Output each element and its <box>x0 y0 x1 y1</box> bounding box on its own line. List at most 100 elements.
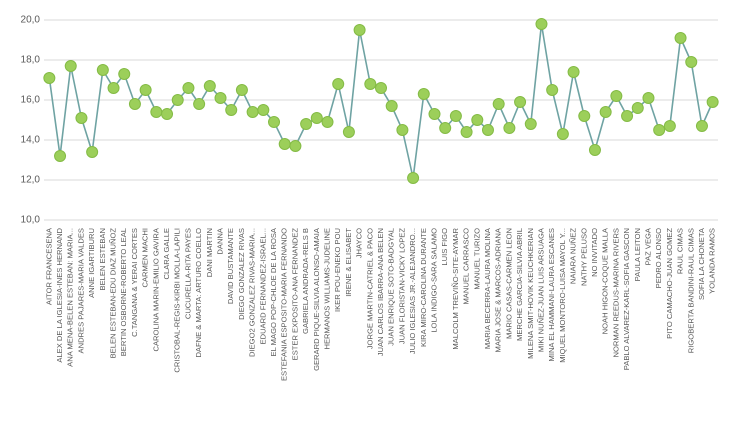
point <box>246 106 259 118</box>
point <box>578 110 591 122</box>
point <box>503 122 516 134</box>
point <box>86 146 99 158</box>
x-tick-label: BERTIN OSBORNE-ROBERTO LEAL <box>119 228 128 356</box>
x-tick-label: SOFIA LA CHONETA <box>697 227 706 300</box>
point <box>417 88 430 100</box>
x-tick-label: CLARA GALLE <box>162 228 171 280</box>
x-tick-label: CARMEN MACHI <box>141 228 150 288</box>
point <box>268 116 281 128</box>
point <box>289 140 302 152</box>
x-tick-label: DAFNE & MARTA: ARTURO COELLO <box>194 228 203 358</box>
x-tick-label: MIKI NUÑEZ-JUAN LUIS ARSUAGA <box>536 227 545 352</box>
point <box>214 92 227 104</box>
x-tick-label: PABLO ALVAREZ-KARL-SOFIA GASCON <box>622 228 631 370</box>
point <box>235 84 248 96</box>
x-tick-label: MALCOLM TREVIÑO-SITE-AYMAR <box>451 227 460 349</box>
x-tick-label: RIGOBERTA BANDINI-RAUL CIMAS <box>686 228 695 353</box>
x-tick-label: DIEGO2 GONZALEZ RIVAS-MARIA... <box>248 228 257 357</box>
x-tick-label: NATHY PELUSO <box>579 228 588 286</box>
x-tick-label: ESTER EXPOSITO-ANA FERNANDEZ <box>290 228 299 361</box>
point <box>139 84 152 96</box>
point <box>449 110 462 122</box>
x-tick-label: ALEX DE LA IGLESIA-INES HERNAND <box>55 227 64 362</box>
y-tick-label: 14,0 <box>21 135 41 146</box>
point <box>332 78 345 90</box>
point <box>300 118 313 130</box>
point <box>54 150 67 162</box>
point <box>428 108 441 120</box>
x-tick-label: YOLANDA RAMOS <box>708 228 717 294</box>
point <box>161 108 174 120</box>
point <box>546 84 559 96</box>
x-tick-label: PAULA LEITON <box>633 228 642 281</box>
point <box>471 114 484 126</box>
point <box>193 98 206 110</box>
point <box>353 24 366 36</box>
x-tick-label: CAROLINA MARIN-EMILIO GAVIRA <box>151 227 160 351</box>
x-tick-label: JUAN CARLOS IBARRA-ANA BELEN <box>376 228 385 356</box>
x-tick-label: MANUEL CARRASCO <box>462 228 471 305</box>
point <box>118 68 131 80</box>
point <box>674 32 687 44</box>
x-tick-label: MARIA BECERRA-LAURA MOLINA <box>483 227 492 349</box>
point <box>588 144 601 156</box>
x-tick-label: RAUL CIMAS <box>676 228 685 274</box>
x-tick-label: JUAN FLORISTAN-VICKY LOPEZ <box>397 228 406 345</box>
x-tick-label: PAZ VEGA <box>643 227 652 265</box>
point <box>663 120 676 132</box>
x-tick-label: IRENE & ELISABET <box>344 228 353 297</box>
x-tick-label: MINA EL HAMMANI-LAURA ESCANES <box>547 228 556 361</box>
point <box>706 96 719 108</box>
x-tick-label: KIRA MIRO-CAROLINA DURANTE <box>419 228 428 347</box>
point <box>321 116 334 128</box>
x-tick-label: IKER POU-ENEKO POU <box>333 228 342 312</box>
x-tick-label: JORGE MARTIN-CATRIEL & PACO <box>365 228 374 349</box>
point <box>64 60 77 72</box>
point <box>481 124 494 136</box>
point <box>535 18 548 30</box>
point <box>375 82 387 94</box>
x-tick-label: EDUARD FERNANDEZ-ISRAEL... <box>258 228 267 344</box>
point <box>43 72 56 84</box>
x-tick-label: JUAN ENRIQUE SOTO-BADGYAL <box>387 228 396 346</box>
point <box>642 92 655 104</box>
point <box>653 124 666 136</box>
x-tick-label: DAVID BUSTAMANTE <box>226 228 235 304</box>
x-tick-label: ANDRES PAJARES-MARIA VALDES <box>76 228 85 353</box>
x-tick-label: JHAYCO <box>355 228 364 258</box>
point <box>310 112 323 124</box>
x-tick-label: NO INVITADO <box>590 228 599 277</box>
point <box>225 104 238 116</box>
x-tick-label: NORMAN REEDUS-MARINA RIVERS <box>611 228 620 358</box>
point <box>460 126 473 138</box>
x-tick-label: ANA MENA-BELEN ESTEBAN: MARIA... <box>66 228 75 367</box>
x-tick-label: MERCHE GARCIA-SILVIA ABRIL <box>515 228 524 341</box>
point <box>492 98 505 110</box>
point <box>257 104 270 116</box>
x-tick-label: LUIS FIGO <box>440 228 449 266</box>
x-tick-label: BELEN ESTEBAN <box>98 228 107 290</box>
point <box>128 98 141 110</box>
x-tick-label: ESTEFANIA ESPOSITO-MARIA FERNANDO <box>280 228 289 381</box>
x-tick-label: GABRIELA ANDRADA-RELS B <box>301 228 310 334</box>
x-tick-label: MANUEL TURIZO <box>472 228 481 290</box>
point <box>96 64 109 76</box>
point <box>695 120 708 132</box>
x-tick-label: CUCURELLA-RITA PAYES <box>183 228 192 319</box>
x-tick-label: NAIARA NUÑEZ <box>569 228 578 284</box>
x-tick-label: CRISTOBAL-REGIS-KIRBI MOLLA-LAPILI <box>173 228 182 373</box>
x-tick-label: AITOR FRANCESENA <box>44 227 53 305</box>
point <box>364 78 377 90</box>
x-tick-label: MARIO CASAS-CARMEN LEON <box>504 228 513 339</box>
y-tick-label: 20,0 <box>21 15 41 26</box>
x-tick-label: EL MAGO POP-CHLOE DE LA ROSA <box>269 227 278 356</box>
x-tick-label: DANI MARTIN <box>205 228 214 277</box>
x-tick-label: C.TANGANA & YERAI CORTES <box>130 228 139 337</box>
point <box>685 56 698 68</box>
x-tick-label: DIEGO GONZALEZ RIVAS <box>237 228 246 320</box>
y-tick-label: 12,0 <box>21 175 41 186</box>
point <box>524 118 537 130</box>
x-tick-label: BELEN ESTEBAN-EDU DIAZ MUÑOZ <box>109 228 118 359</box>
x-tick-label: ANNE IGARTIBURU <box>87 228 96 298</box>
